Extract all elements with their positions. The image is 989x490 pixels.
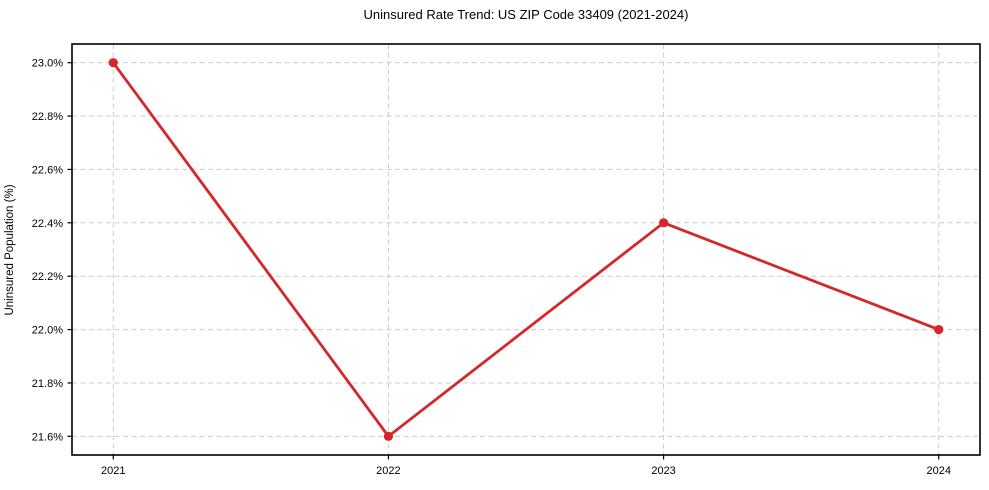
y-tick-label: 22.0%: [32, 325, 63, 337]
y-tick-label: 22.8%: [32, 111, 63, 123]
chart-title: Uninsured Rate Trend: US ZIP Code 33409 …: [363, 7, 689, 22]
trend-line: [111, 61, 941, 438]
x-tick-label: 2022: [376, 465, 400, 477]
y-tick-label: 22.2%: [32, 271, 63, 283]
x-tick-label: 2023: [651, 465, 675, 477]
y-tick-label: 22.4%: [32, 218, 63, 230]
y-tick-label: 22.6%: [32, 164, 63, 176]
y-tick-label: 21.8%: [32, 378, 63, 390]
data-point-marker: [383, 431, 394, 441]
y-tick-label: 23.0%: [32, 58, 63, 70]
data-point-marker: [658, 218, 669, 228]
plot-border: [71, 43, 981, 456]
x-tick-label: 2021: [101, 465, 125, 477]
y-tick-label: 21.6%: [32, 431, 63, 443]
data-point-marker: [108, 58, 118, 68]
data-point-marker: [934, 324, 944, 335]
x-tick-label: 2024: [926, 465, 950, 477]
